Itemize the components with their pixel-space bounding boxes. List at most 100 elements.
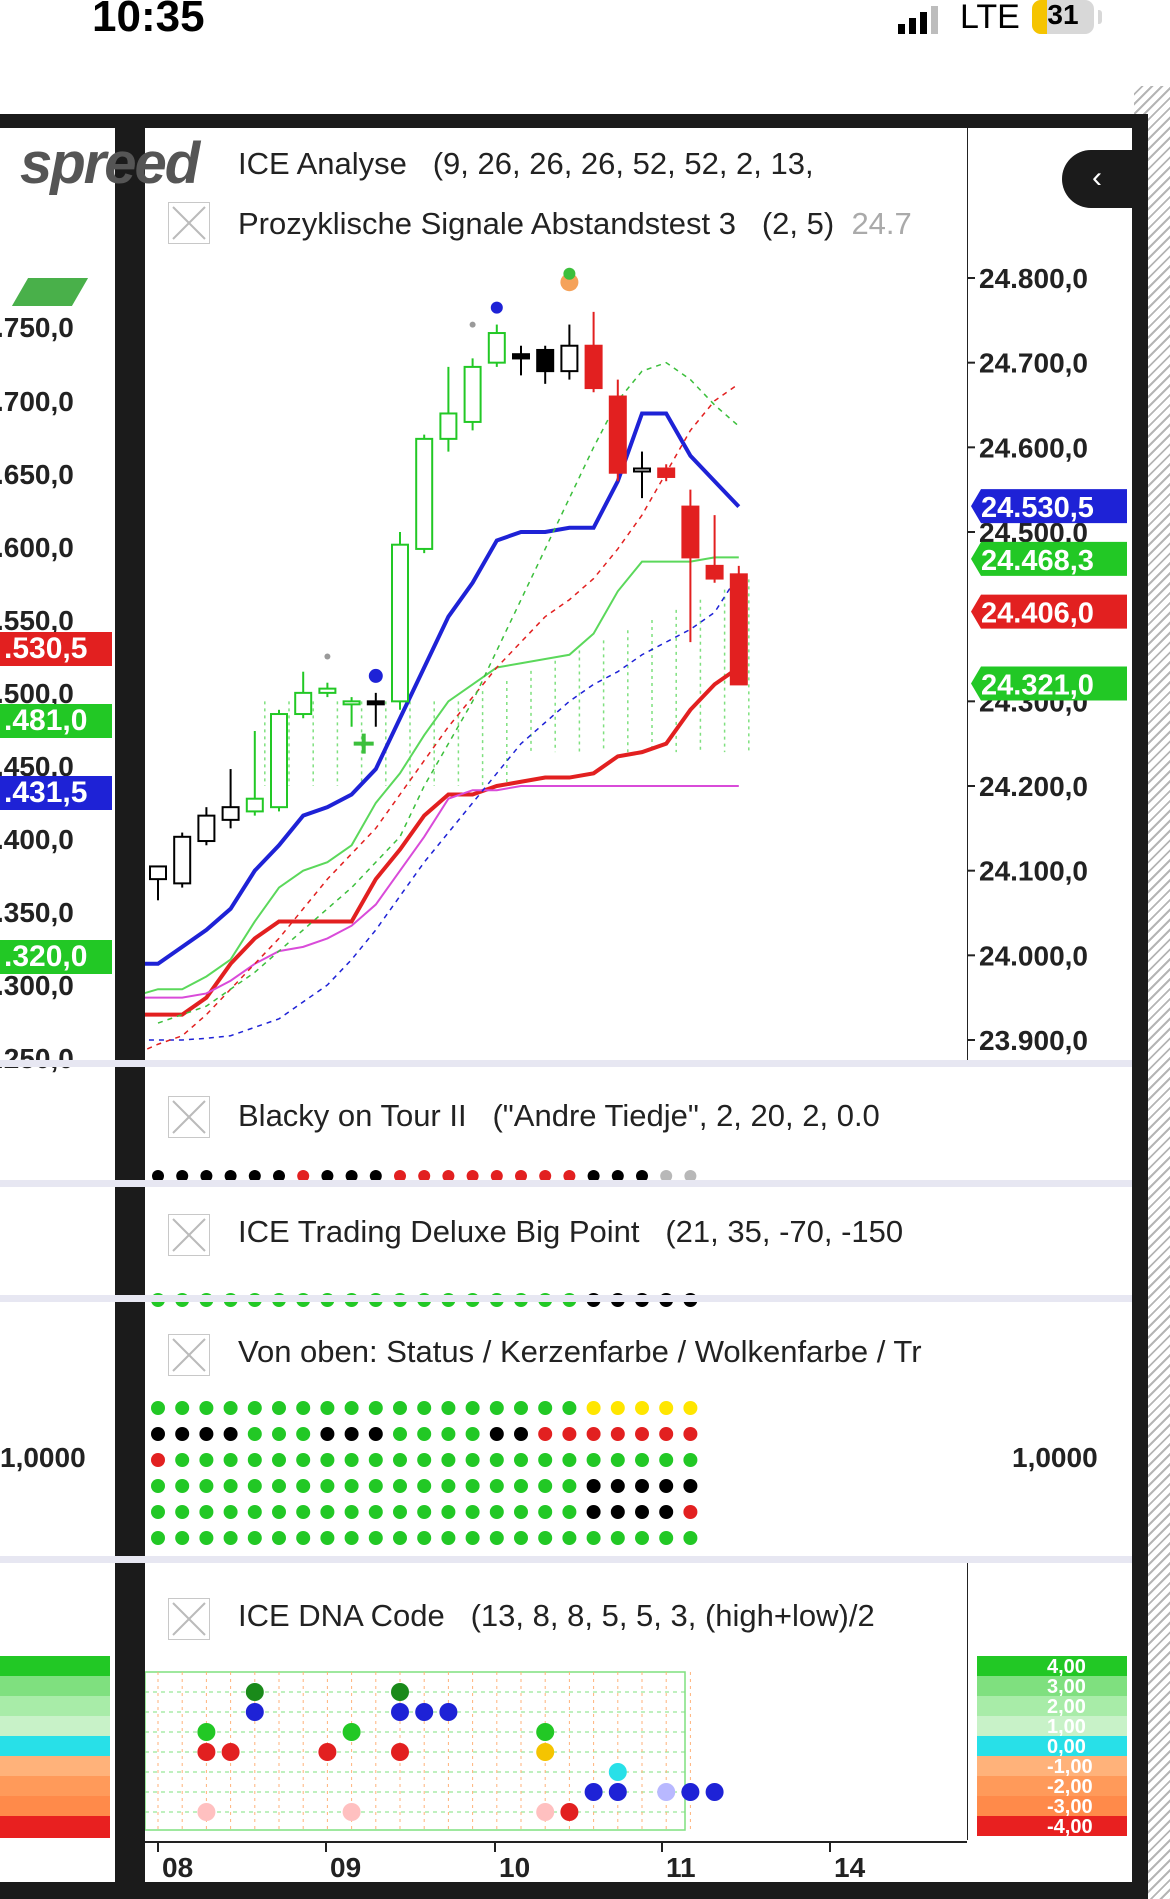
tenkan-line [128,665,740,1017]
dna-scale-block [977,1776,1127,1796]
vonoben-dot [659,1531,674,1545]
candle-body [173,835,192,885]
candle-body [536,348,555,373]
vonoben-dot [320,1531,335,1545]
vonoben-dot [489,1453,504,1467]
candle-body [221,806,240,821]
candle-body [439,412,458,440]
candle-body [560,344,579,373]
vonoben-dot [296,1479,311,1493]
x-axis-label: 09 [330,1852,362,1883]
dna-dot [415,1703,434,1721]
vonoben-dot [247,1401,262,1415]
vonoben-dot [610,1401,625,1415]
frame-top [0,114,1148,128]
left-axis-label: .500,0 [0,678,74,709]
candle-body [342,700,361,706]
blacky-dot [587,1170,600,1182]
indicator-title-blacky: Blacky on Tour II ("Andre Tiedje", 2, 20… [238,1098,880,1134]
candle-body [657,467,676,478]
vonoben-dot [199,1427,214,1441]
vonoben-dot [393,1401,407,1415]
vonoben-dot [175,1427,190,1441]
chart-panel[interactable] [128,128,967,1882]
vonoben-dot [368,1427,383,1441]
right-axis-label: 24.600,0 [979,432,1088,463]
candle-body [729,573,748,686]
vonoben-dot [175,1401,190,1415]
separator [0,1556,1132,1563]
vonoben-dot [272,1453,286,1467]
vonoben-dot [465,1505,480,1519]
right-axis-label: 24.200,0 [979,771,1088,802]
vonoben-dot [514,1401,528,1415]
vonoben-dot [489,1531,504,1545]
vonoben-dot [586,1401,601,1415]
vonoben-dot [441,1531,456,1545]
candle [149,865,167,901]
candle [391,532,409,710]
dna-scale-label: -2,00 [1047,1776,1093,1798]
vonoben-dot [538,1401,553,1415]
collapse-panel-button[interactable]: ‹ [1062,150,1132,208]
vonoben-dot [514,1479,528,1493]
close-indicator-icon[interactable] [168,1598,210,1640]
vonoben-dot [320,1505,335,1519]
vonoben-dot [296,1505,311,1519]
vonoben-dot [683,1531,698,1545]
vonoben-dot [393,1453,407,1467]
close-indicator-icon[interactable] [168,202,210,244]
dna-scale-block [977,1756,1127,1776]
signal-dot [490,301,503,314]
vonoben-dot [320,1479,335,1493]
vonoben-dot [344,1479,359,1493]
dna-scale-block [0,1656,110,1678]
vonoben-dot [175,1531,190,1545]
carrier-label: LTE [960,0,1020,36]
close-indicator-icon[interactable] [168,1096,210,1138]
dna-dot [245,1683,264,1701]
dna-dot [439,1703,458,1721]
vonoben-dot [223,1505,238,1519]
left-axis-label: .750,0 [0,312,74,343]
left-panel[interactable]: .750,0.700,0.650,0.600,0.550,0.500,0.450… [0,128,115,1882]
vonoben-dot [465,1479,480,1493]
vonoben-dot [151,1427,165,1441]
left-axis-label: .600,0 [0,532,74,563]
vonoben-dot [538,1479,553,1493]
left-price-tag: .320,0 [0,940,112,974]
dna-dot [342,1723,361,1741]
vonoben-dot [441,1505,456,1519]
dna-scale-label: 4,00 [1047,1656,1086,1678]
candle [173,832,192,888]
vonoben-dot [586,1479,601,1493]
close-indicator-icon[interactable] [168,1214,210,1256]
blacky-dot [418,1170,431,1182]
vonoben-dot [635,1531,649,1545]
vonoben-dot [417,1479,432,1493]
vonoben-dot [659,1479,674,1493]
vonoben-dot [586,1427,601,1441]
vonoben-dot [344,1453,359,1467]
vonoben-dot [610,1479,625,1493]
close-indicator-icon[interactable] [168,1334,210,1376]
left-axis-label: .250,0 [0,1043,74,1074]
separator [0,1060,1132,1067]
blacky-dot [660,1170,673,1182]
dna-dot [221,1743,240,1761]
blacky-dot [321,1170,334,1182]
dna-scale-label: 2,00 [1047,1696,1086,1718]
blacky-dot [152,1170,164,1182]
candle-body [608,395,627,474]
vonoben-dot [610,1453,625,1467]
price-tag [971,541,1127,576]
candle [584,311,603,393]
candle-body [584,344,603,390]
dna-dot [197,1743,216,1761]
dna-scale-label: -4,00 [1047,1816,1093,1838]
cloud-upper [128,556,739,999]
vonoben-dot [368,1453,383,1467]
candle [245,730,264,816]
dna-dot [608,1763,627,1781]
vonoben-dot [247,1453,262,1467]
